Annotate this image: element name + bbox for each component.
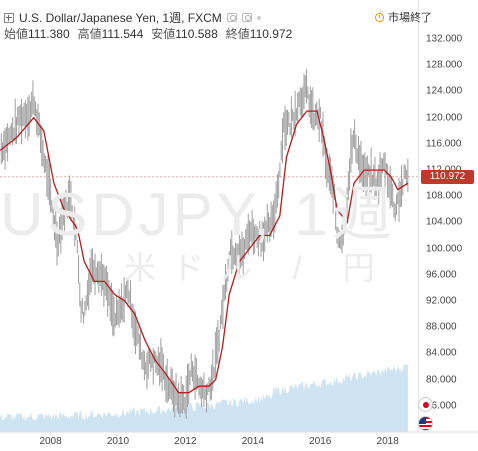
moving-average-series	[0, 110, 409, 394]
x-tick-label: 2012	[174, 436, 197, 447]
pair-watermark: 米ドル / 円	[124, 250, 391, 286]
ohlc-value: 111.544	[101, 27, 144, 41]
y-tick-label: 84.000	[426, 347, 457, 359]
y-tick-label: 96.000	[426, 269, 457, 281]
y-tick-label: 88.000	[426, 321, 457, 333]
ohlc-label: 高値	[77, 27, 102, 41]
symbol-row: U.S. Dollar/Japanese Yen, 1週, FXCM	[4, 9, 261, 26]
ohlc-label: 安値	[151, 27, 176, 41]
x-tick-label: 2014	[241, 436, 264, 447]
last-price-tag: 110.972	[421, 169, 474, 184]
ohlc-label: 始値	[4, 27, 29, 41]
y-tick-label: 100.000	[426, 243, 463, 255]
expand-icon[interactable]	[4, 12, 14, 23]
ohlc-label: 終値	[225, 27, 250, 41]
y-tick-label: 104.000	[426, 216, 463, 228]
price-series	[0, 68, 409, 419]
settings-icon[interactable]	[241, 13, 252, 22]
ohlc-item: 始値111.380	[4, 25, 70, 42]
dot-icon[interactable]	[256, 15, 261, 20]
y-tick-label: 76.000	[426, 400, 457, 412]
y-tick-label: 132.000	[426, 33, 463, 45]
ohlc-item: 安値110.588	[151, 25, 218, 42]
y-tick-label: 128.000	[426, 59, 463, 71]
market-status: 市場終了	[375, 9, 432, 25]
clock-icon	[375, 12, 384, 22]
ohlc-item: 終値110.972	[226, 25, 293, 42]
y-tick-label: 108.000	[426, 190, 463, 202]
flag-us-icon[interactable]	[418, 416, 433, 431]
ohlc-item: 高値111.544	[78, 25, 144, 42]
volume-shape	[0, 363, 408, 432]
y-tick-label: 120.000	[426, 112, 463, 124]
symbol-title: U.S. Dollar/Japanese Yen, 1週, FXCM	[19, 11, 222, 25]
moving-average-line	[0, 110, 409, 394]
ohlc-value: 111.380	[28, 27, 70, 41]
volume-area	[0, 363, 408, 432]
x-tick-label: 2010	[106, 436, 130, 447]
ohlc-value: 110.972	[249, 27, 293, 41]
y-tick-label: 124.000	[426, 85, 463, 97]
price-axis-border	[418, 0, 419, 432]
ohlc-row: 始値111.380 高値111.544 安値110.588 終値110.972	[4, 25, 292, 42]
y-tick-label: 80.000	[426, 374, 457, 386]
x-tick-label: 2008	[39, 436, 62, 447]
x-tick-label: 2018	[376, 436, 399, 447]
chart-header: U.S. Dollar/Japanese Yen, 1週, FXCM 市場終了 …	[0, 0, 478, 44]
y-tick-label: 92.000	[426, 295, 457, 307]
x-tick-label: 2016	[309, 436, 332, 447]
flag-jp-icon[interactable]	[418, 397, 433, 412]
market-status-text: 市場終了	[388, 12, 432, 24]
y-tick-label: 116.000	[426, 138, 462, 150]
symbol-watermark: USDJPY, 1週	[0, 181, 396, 248]
settings-icon[interactable]	[226, 13, 237, 22]
ohlc-value: 110.588	[175, 27, 218, 41]
